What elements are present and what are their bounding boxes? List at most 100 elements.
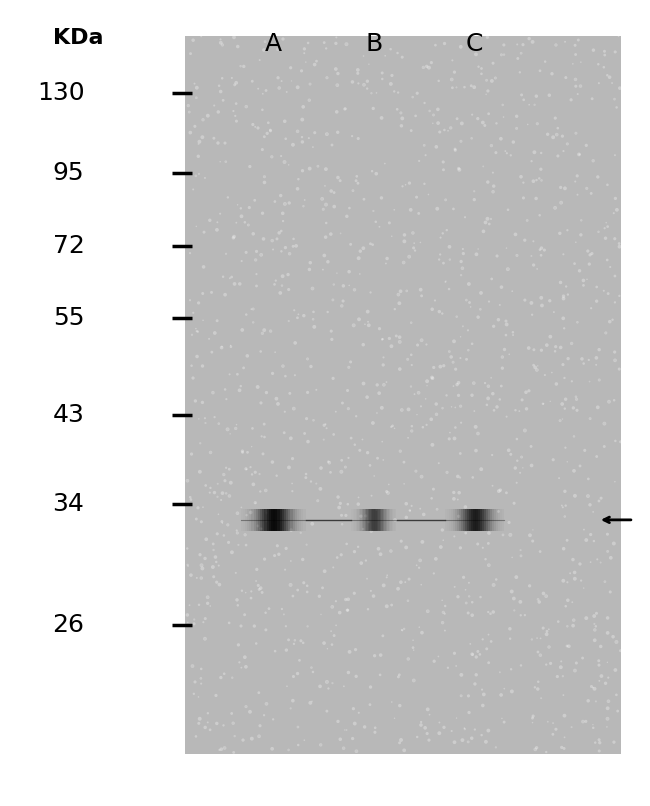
Point <box>448 486 459 499</box>
Point <box>560 731 570 744</box>
Point <box>262 127 272 139</box>
Point <box>571 393 582 405</box>
Point <box>577 651 588 664</box>
Point <box>329 278 339 291</box>
Point <box>519 234 530 247</box>
Point <box>403 594 413 607</box>
Point <box>512 122 522 135</box>
Point <box>192 350 202 363</box>
Point <box>376 401 387 414</box>
Point <box>488 185 499 198</box>
Point <box>351 745 361 758</box>
Point <box>506 685 517 698</box>
Point <box>428 567 439 580</box>
Point <box>516 170 526 183</box>
Bar <box>387 509 389 531</box>
Point <box>601 216 612 229</box>
Point <box>188 688 199 700</box>
Point <box>484 559 494 571</box>
Point <box>302 352 313 365</box>
Point <box>427 303 437 316</box>
Point <box>471 248 482 261</box>
Point <box>395 737 405 750</box>
Point <box>273 397 283 410</box>
Point <box>366 87 376 100</box>
Point <box>412 408 423 421</box>
Point <box>234 656 244 669</box>
Point <box>396 733 406 746</box>
Point <box>252 563 262 575</box>
Point <box>550 202 560 214</box>
Point <box>475 303 486 316</box>
Point <box>412 87 423 100</box>
Point <box>607 77 618 89</box>
Point <box>196 571 207 584</box>
Point <box>424 105 435 118</box>
Point <box>183 99 194 112</box>
Bar <box>304 509 306 531</box>
Point <box>402 353 413 366</box>
Point <box>432 503 442 516</box>
Point <box>208 386 218 399</box>
Point <box>333 491 343 504</box>
Point <box>456 689 466 702</box>
Point <box>202 597 213 610</box>
Point <box>522 214 532 227</box>
Point <box>512 122 522 135</box>
Point <box>484 107 494 120</box>
Point <box>304 131 314 144</box>
Point <box>267 367 278 380</box>
Point <box>236 661 246 674</box>
Point <box>575 80 586 93</box>
Point <box>438 164 448 177</box>
Point <box>532 632 542 645</box>
Point <box>236 501 246 514</box>
Point <box>277 603 287 616</box>
Point <box>296 526 306 539</box>
Point <box>595 556 606 569</box>
Point <box>431 552 441 565</box>
Point <box>363 319 374 332</box>
Point <box>461 596 471 609</box>
Point <box>595 737 605 750</box>
Bar <box>280 509 281 531</box>
Point <box>584 375 595 388</box>
Point <box>285 579 296 592</box>
Point <box>290 634 300 646</box>
Point <box>339 102 350 115</box>
Point <box>469 185 480 197</box>
Point <box>366 525 376 538</box>
Bar <box>268 509 271 531</box>
Point <box>298 310 309 322</box>
Point <box>255 582 266 595</box>
Point <box>434 305 445 318</box>
Point <box>250 496 261 509</box>
Point <box>419 508 429 521</box>
Point <box>336 465 346 478</box>
Point <box>353 132 363 145</box>
Point <box>418 61 428 74</box>
Point <box>432 202 443 215</box>
Point <box>367 164 377 177</box>
Point <box>536 692 547 704</box>
Point <box>272 469 282 482</box>
Point <box>604 395 614 408</box>
Point <box>216 493 226 506</box>
Point <box>382 252 393 265</box>
Point <box>417 289 427 302</box>
Point <box>294 654 305 667</box>
Point <box>487 449 497 462</box>
Point <box>374 387 384 400</box>
Point <box>193 691 203 704</box>
Point <box>278 32 288 45</box>
Point <box>216 36 226 49</box>
Point <box>335 174 345 187</box>
Point <box>496 380 506 393</box>
Point <box>205 723 215 736</box>
Point <box>198 359 208 372</box>
Point <box>524 98 534 111</box>
Point <box>259 324 270 337</box>
Point <box>532 359 543 372</box>
Point <box>375 668 385 681</box>
Point <box>377 333 387 346</box>
